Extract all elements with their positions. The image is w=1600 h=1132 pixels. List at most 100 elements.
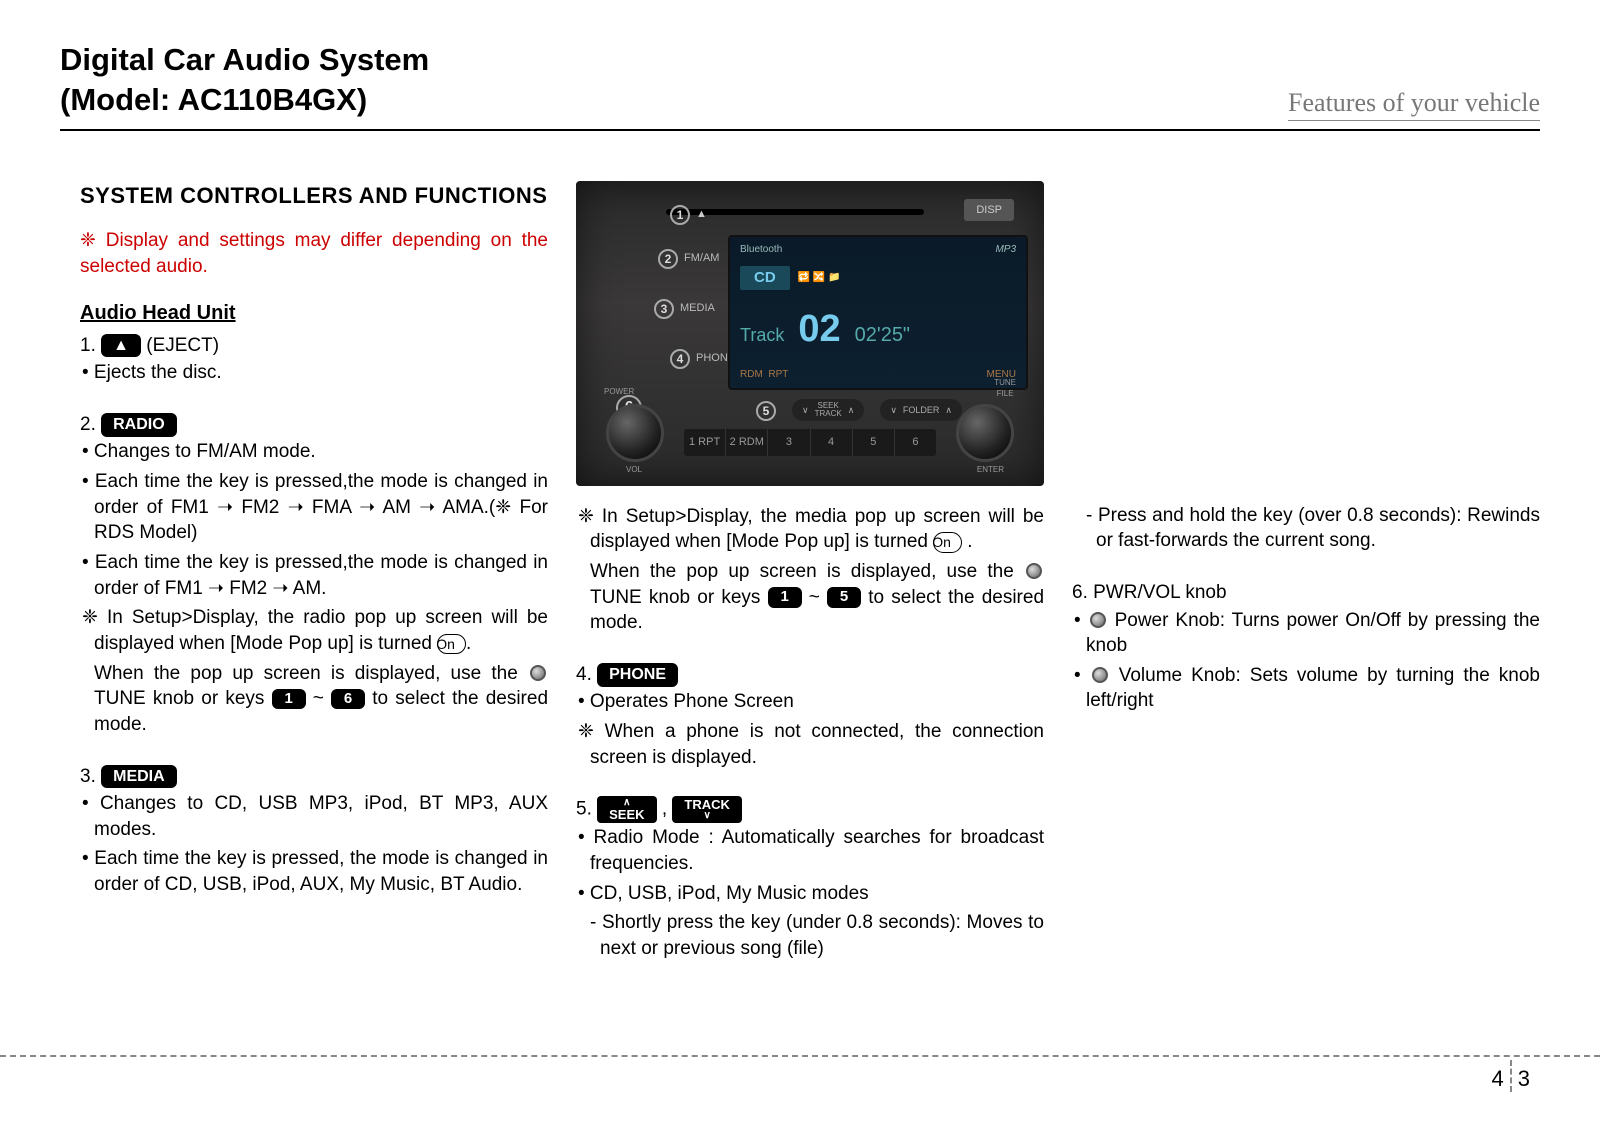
item-5-sub-1: - Shortly press the key (under 0.8 secon… <box>576 910 1044 961</box>
item-4-note: ❈ When a phone is not connected, the con… <box>576 719 1044 770</box>
eject-pill: ▲ <box>101 334 141 358</box>
item-1-suffix: (EJECT) <box>141 335 219 356</box>
column-right: - Press and hold the key (over 0.8 secon… <box>1072 181 1540 966</box>
cd-badge: CD <box>740 266 790 290</box>
page-num-left: 4 <box>1492 1066 1504 1091</box>
item-3-line: 3. MEDIA <box>80 764 548 790</box>
vol-label: VOL <box>626 465 642 476</box>
num-1-icon: 1 <box>670 205 690 225</box>
fm-label: FM/AM <box>684 251 719 266</box>
callout-3: 3MEDIA <box>654 299 715 319</box>
item-1-line: 1. ▲ (EJECT) <box>80 333 548 359</box>
item-6-bullet-2: • Volume Knob: Sets volume by turning th… <box>1072 663 1540 714</box>
bluetooth-label: Bluetooth <box>740 243 782 257</box>
item-5-sub-2: - Press and hold the key (over 0.8 secon… <box>1072 503 1540 554</box>
item-4-line: 4. PHONE <box>576 662 1044 688</box>
item-2-note-b: . <box>466 633 471 654</box>
item-2-bullet-2: • Each time the key is pressed,the mode … <box>80 469 548 546</box>
key-1-pill: 1 <box>272 689 306 709</box>
media-pill: MEDIA <box>101 765 177 789</box>
preset-3: 3 <box>768 429 810 456</box>
power-knob <box>606 404 664 462</box>
red-note: ❈ Display and settings may differ depend… <box>80 228 548 279</box>
track-number: 02 <box>798 304 840 355</box>
mp3-label: MP3 <box>995 243 1016 257</box>
item-2-line2a: When the pop up screen is displayed, use… <box>94 663 528 684</box>
doc-title: Digital Car Audio System (Model: AC110B4… <box>60 40 429 121</box>
item-5-prefix: 5. <box>576 799 597 820</box>
key-1-pill-2: 1 <box>768 587 802 607</box>
num-5-icon: 5 <box>756 401 776 421</box>
key-6-pill: 6 <box>331 689 365 709</box>
radio-screen: Bluetooth MP3 CD 🔁 🔀 📁 Track 02 02'25" R… <box>728 235 1028 390</box>
item-5-bullet-2: • CD, USB, iPod, My Music modes <box>576 881 1044 907</box>
item-6-b1a: • <box>1074 610 1088 631</box>
item-2-line: 2. RADIO <box>80 412 548 438</box>
screen-bottom-row: RDM RPT MENU <box>740 368 1016 382</box>
item-6-b1b: Power Knob: Turns power On/Off by pressi… <box>1086 610 1540 657</box>
item-6-bullet-1: • Power Knob: Turns power On/Off by pres… <box>1072 608 1540 659</box>
content-columns: SYSTEM CONTROLLERS AND FUNCTIONS ❈ Displ… <box>60 181 1540 966</box>
media-label: MEDIA <box>680 301 715 316</box>
section-label: Features of your vehicle <box>1288 88 1540 121</box>
item-1-bullet-1: • Ejects the disc. <box>80 360 548 386</box>
callout-1: 1▲ <box>670 205 707 225</box>
seek-track-label: SEEK TRACK <box>815 402 842 418</box>
disp-button: DISP <box>964 199 1014 222</box>
item-2-line2c: ~ <box>306 688 331 709</box>
track-time: 02'25" <box>855 322 910 349</box>
audio-head-unit-heading: Audio Head Unit <box>80 300 548 327</box>
tune-knob-icon <box>530 665 546 681</box>
preset-1: 1 RPT <box>684 429 726 456</box>
folder-group: ∨FOLDER∧ <box>880 399 962 421</box>
key-5-pill: 5 <box>827 587 861 607</box>
page-number: 43 <box>1492 1060 1531 1092</box>
item-2-bullet-3: • Each time the key is pressed,the mode … <box>80 550 548 601</box>
column-left: SYSTEM CONTROLLERS AND FUNCTIONS ❈ Displ… <box>60 181 548 966</box>
item-1-prefix: 1. <box>80 335 101 356</box>
header: Digital Car Audio System (Model: AC110B4… <box>60 40 1540 131</box>
radio-illustration: DISP 1▲ 2FM/AM 3MEDIA 4PHONE 6 SCAN SETU… <box>576 181 1044 486</box>
rpt-label: RPT <box>768 369 788 380</box>
item-3-bullet-2: • Each time the key is pressed, the mode… <box>80 846 548 897</box>
rdm-label: RDM <box>740 369 763 380</box>
preset-4: 4 <box>811 429 853 456</box>
item-2-note: ❈ In Setup>Display, the radio pop up scr… <box>80 605 548 656</box>
power-knob-icon <box>1090 612 1106 628</box>
item-6-b2a: • <box>1074 665 1090 686</box>
num-2-icon: 2 <box>658 249 678 269</box>
tune-label: TUNE FILE <box>994 378 1016 400</box>
item-6-b2b: Volume Knob: Sets volume by turning the … <box>1086 665 1540 712</box>
item-3-bullet-1: • Changes to CD, USB MP3, iPod, BT MP3, … <box>80 791 548 842</box>
mid-note-1b: . <box>962 531 973 552</box>
tune-knob <box>956 404 1014 462</box>
item-2-note-a: ❈ In Setup>Display, the radio pop up scr… <box>82 607 548 654</box>
track-pill: TRACK∨ <box>672 796 742 823</box>
enter-label: ENTER <box>977 465 1004 476</box>
page-num-right: 3 <box>1518 1066 1530 1091</box>
preset-5: 5 <box>853 429 895 456</box>
item-5-sep: , <box>662 799 673 820</box>
system-heading: SYSTEM CONTROLLERS AND FUNCTIONS <box>80 181 548 211</box>
seek-folder-zone: 5 ∨SEEK TRACK∧ ∨FOLDER∧ <box>756 399 962 421</box>
mode-icons: 🔁 🔀 📁 <box>798 271 841 285</box>
title-line-2: (Model: AC110B4GX) <box>60 80 429 120</box>
callout-4: 4PHONE <box>670 349 735 369</box>
volume-knob-icon <box>1092 667 1108 683</box>
footer-divider <box>0 1055 1600 1057</box>
phone-pill: PHONE <box>597 663 678 687</box>
item-3-prefix: 3. <box>80 766 101 787</box>
preset-6: 6 <box>895 429 936 456</box>
item-5-bullet-1: • Radio Mode : Automatically searches fo… <box>576 825 1044 876</box>
screen-top-row: Bluetooth MP3 <box>740 243 1016 257</box>
manual-page: Digital Car Audio System (Model: AC110B4… <box>0 0 1600 1132</box>
on-pill-1: On <box>437 634 466 655</box>
mid-line2: When the pop up screen is displayed, use… <box>576 559 1044 636</box>
column-middle: DISP 1▲ 2FM/AM 3MEDIA 4PHONE 6 SCAN SETU… <box>576 181 1044 966</box>
title-line-1: Digital Car Audio System <box>60 40 429 80</box>
screen-mode-row: CD 🔁 🔀 📁 <box>740 266 1016 290</box>
item-2-prefix: 2. <box>80 414 101 435</box>
item-5-line: 5. ∧SEEK , TRACK∨ <box>576 796 1044 823</box>
tune-knob-icon-2 <box>1026 563 1042 579</box>
on-pill-2: On <box>933 532 962 553</box>
